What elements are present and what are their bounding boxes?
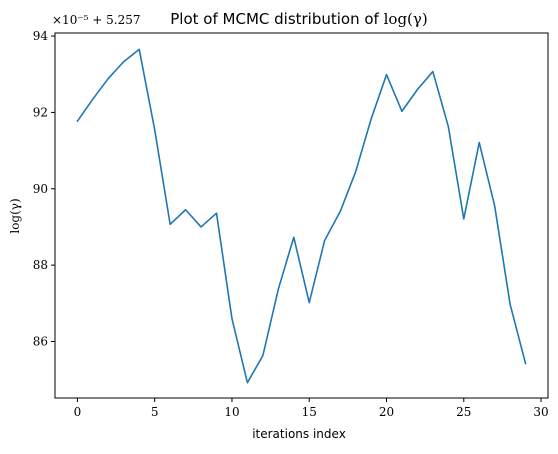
series-line — [76, 48, 527, 384]
x-axis-label: iterations index — [252, 427, 346, 441]
x-tick-label: 25 — [456, 405, 471, 419]
x-tick-label: 10 — [224, 405, 239, 419]
y-axis-ticks: 86 88 90 92 94 — [33, 29, 55, 348]
y-axis-offset-label: ×10⁻⁵ + 5.257 — [52, 13, 141, 27]
y-axis-label: log(γ) — [8, 198, 22, 233]
x-tick-label: 20 — [379, 405, 394, 419]
x-axis-ticks: 0 5 10 15 20 25 30 — [74, 398, 549, 419]
y-tick-label: 88 — [33, 258, 48, 272]
y-tick-label: 90 — [33, 182, 48, 196]
y-tick-label: 92 — [33, 105, 48, 119]
x-tick-label: 15 — [302, 405, 317, 419]
x-tick-label: 30 — [533, 405, 548, 419]
chart-title: Plot of MCMC distribution of log(γ) — [170, 10, 427, 28]
x-tick-label: 5 — [151, 405, 159, 419]
chart-title-math: log(γ) — [384, 10, 428, 28]
plot-area-frame — [54, 32, 549, 399]
y-tick-label: 86 — [33, 334, 48, 348]
chart-title-prefix: Plot of MCMC distribution of — [170, 10, 383, 28]
y-tick-label: 94 — [33, 29, 49, 43]
x-tick-label: 0 — [74, 405, 82, 419]
